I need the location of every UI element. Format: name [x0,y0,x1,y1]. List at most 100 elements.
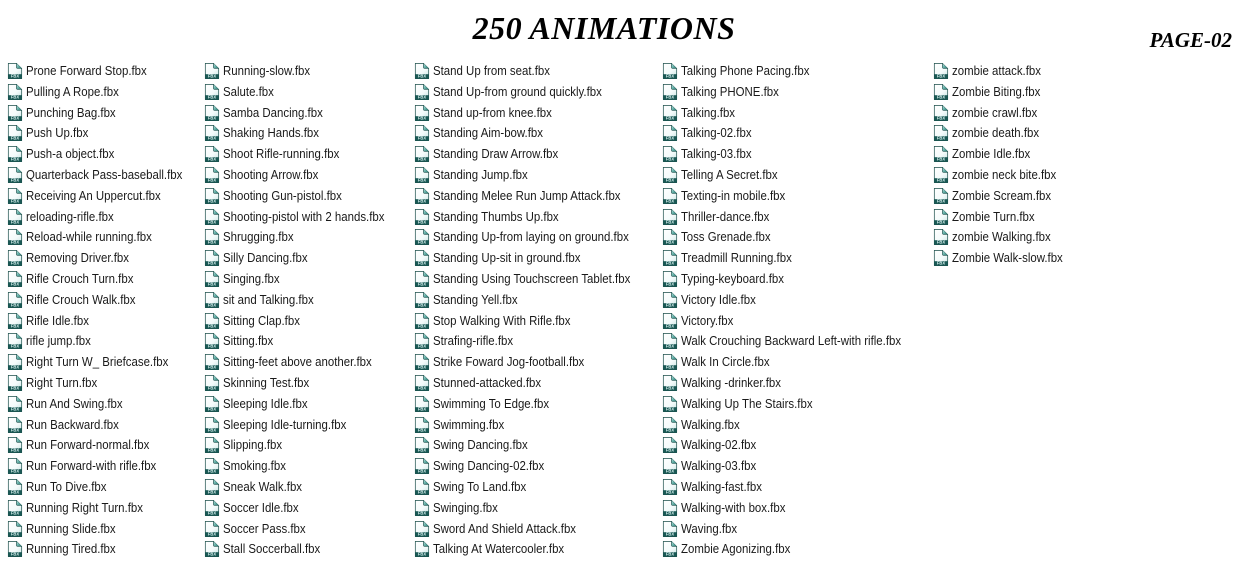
svg-text:FBX: FBX [208,261,216,266]
svg-text:FBX: FBX [937,198,945,203]
svg-text:FBX: FBX [11,531,19,536]
svg-text:FBX: FBX [418,115,426,120]
svg-text:FBX: FBX [666,74,674,79]
svg-text:FBX: FBX [208,469,216,474]
svg-text:FBX: FBX [666,261,674,266]
svg-text:FBX: FBX [937,219,945,224]
svg-text:FBX: FBX [666,323,674,328]
svg-text:FBX: FBX [208,552,216,557]
svg-text:FBX: FBX [666,469,674,474]
svg-text:FBX: FBX [11,552,19,557]
svg-text:FBX: FBX [11,469,19,474]
svg-text:FBX: FBX [208,240,216,245]
svg-text:FBX: FBX [666,115,674,120]
svg-text:FBX: FBX [11,157,19,162]
svg-text:FBX: FBX [418,490,426,495]
svg-text:FBX: FBX [208,282,216,287]
svg-text:FBX: FBX [208,531,216,536]
svg-text:FBX: FBX [11,198,19,203]
svg-text:FBX: FBX [666,240,674,245]
svg-text:FBX: FBX [666,552,674,557]
svg-text:FBX: FBX [11,406,19,411]
svg-text:FBX: FBX [418,552,426,557]
svg-text:FBX: FBX [208,323,216,328]
svg-text:FBX: FBX [11,302,19,307]
svg-text:FBX: FBX [11,490,19,495]
svg-text:FBX: FBX [937,94,945,99]
svg-text:FBX: FBX [666,427,674,432]
svg-text:FBX: FBX [666,365,674,370]
svg-text:FBX: FBX [11,219,19,224]
svg-text:FBX: FBX [208,74,216,79]
svg-text:FBX: FBX [937,261,945,266]
svg-text:FBX: FBX [418,261,426,266]
svg-text:FBX: FBX [208,344,216,349]
svg-text:FBX: FBX [208,427,216,432]
svg-text:FBX: FBX [208,115,216,120]
svg-text:FBX: FBX [208,219,216,224]
svg-text:FBX: FBX [11,386,19,391]
svg-text:FBX: FBX [11,136,19,141]
svg-text:FBX: FBX [666,510,674,515]
svg-text:FBX: FBX [418,136,426,141]
svg-text:FBX: FBX [666,531,674,536]
svg-text:FBX: FBX [208,365,216,370]
svg-text:FBX: FBX [11,94,19,99]
svg-text:FBX: FBX [208,302,216,307]
svg-text:FBX: FBX [208,178,216,183]
svg-text:FBX: FBX [418,510,426,515]
svg-text:FBX: FBX [937,136,945,141]
svg-text:FBX: FBX [418,365,426,370]
svg-text:FBX: FBX [666,94,674,99]
svg-text:FBX: FBX [208,406,216,411]
svg-text:FBX: FBX [11,178,19,183]
svg-text:FBX: FBX [666,448,674,453]
svg-text:FBX: FBX [418,157,426,162]
svg-text:FBX: FBX [11,510,19,515]
svg-text:FBX: FBX [666,198,674,203]
svg-text:FBX: FBX [418,74,426,79]
svg-text:FBX: FBX [666,490,674,495]
svg-text:FBX: FBX [11,74,19,79]
svg-text:FBX: FBX [208,490,216,495]
svg-text:FBX: FBX [208,510,216,515]
svg-text:FBX: FBX [418,282,426,287]
svg-text:FBX: FBX [418,198,426,203]
svg-text:FBX: FBX [666,157,674,162]
svg-text:FBX: FBX [418,469,426,474]
svg-text:FBX: FBX [666,386,674,391]
svg-text:FBX: FBX [937,178,945,183]
svg-text:FBX: FBX [666,178,674,183]
svg-text:FBX: FBX [666,136,674,141]
svg-text:FBX: FBX [666,282,674,287]
svg-text:FBX: FBX [937,115,945,120]
svg-text:FBX: FBX [418,94,426,99]
svg-text:FBX: FBX [418,240,426,245]
svg-text:FBX: FBX [11,282,19,287]
svg-text:FBX: FBX [666,406,674,411]
svg-text:FBX: FBX [937,157,945,162]
svg-text:FBX: FBX [937,240,945,245]
svg-text:FBX: FBX [418,427,426,432]
svg-text:FBX: FBX [418,323,426,328]
svg-text:FBX: FBX [418,178,426,183]
svg-text:FBX: FBX [208,448,216,453]
svg-text:FBX: FBX [666,344,674,349]
svg-text:FBX: FBX [418,386,426,391]
svg-text:FBX: FBX [11,344,19,349]
svg-text:FBX: FBX [666,219,674,224]
svg-text:FBX: FBX [11,240,19,245]
svg-text:FBX: FBX [11,115,19,120]
svg-text:FBX: FBX [208,198,216,203]
svg-text:FBX: FBX [11,365,19,370]
svg-text:FBX: FBX [208,386,216,391]
svg-text:FBX: FBX [11,323,19,328]
svg-text:FBX: FBX [11,427,19,432]
svg-text:FBX: FBX [418,302,426,307]
svg-text:FBX: FBX [11,448,19,453]
svg-text:FBX: FBX [208,136,216,141]
svg-text:FBX: FBX [418,406,426,411]
svg-text:FBX: FBX [937,74,945,79]
svg-text:FBX: FBX [418,531,426,536]
svg-text:FBX: FBX [418,344,426,349]
